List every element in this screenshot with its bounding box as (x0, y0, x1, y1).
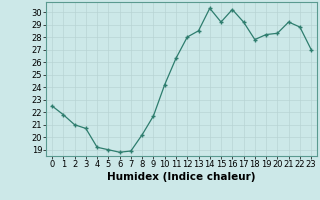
X-axis label: Humidex (Indice chaleur): Humidex (Indice chaleur) (107, 172, 256, 182)
